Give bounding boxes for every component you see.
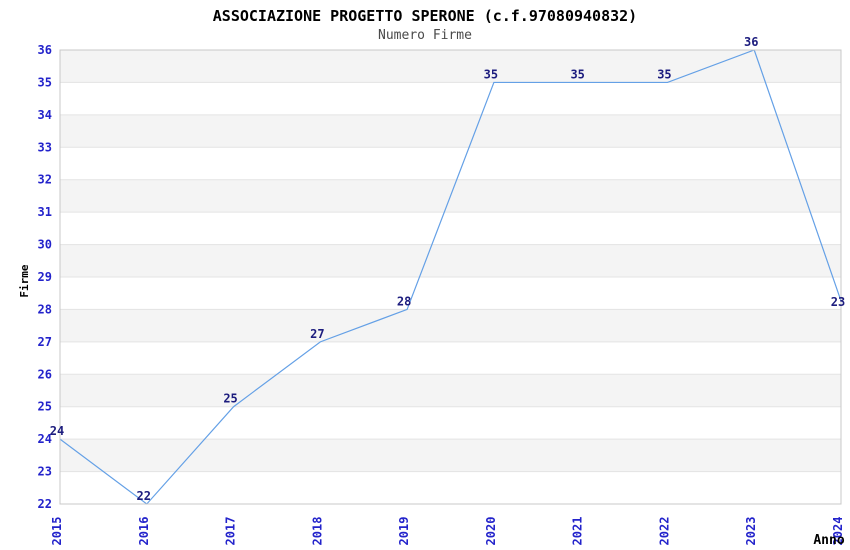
x-axis-title: Anno	[813, 533, 844, 548]
y-tick-label: 27	[38, 335, 52, 349]
chart-subtitle: Numero Firme	[378, 28, 472, 43]
y-tick-label: 30	[38, 238, 52, 252]
data-point-label: 23	[831, 295, 845, 309]
y-tick-label: 34	[38, 108, 52, 122]
data-point-label: 35	[484, 67, 498, 81]
plot-border-rect	[59, 49, 842, 505]
x-tick-label: 2023	[744, 517, 758, 546]
x-tick-label: 2019	[397, 517, 411, 546]
x-tick-label: 2018	[310, 517, 324, 546]
y-tick-label: 36	[38, 43, 52, 57]
plot-bands	[60, 50, 841, 472]
data-point-labels: 24 22 25 27 28 35 35 35 36 23	[50, 35, 845, 503]
x-tick-label: 2020	[484, 517, 498, 546]
data-point-label: 36	[744, 35, 758, 49]
x-tick-label: 2015	[50, 517, 64, 546]
data-point-label: 22	[137, 489, 151, 503]
data-point-label: 35	[657, 67, 671, 81]
x-tick-label: 2024	[831, 517, 845, 546]
plot-band	[60, 244, 841, 277]
y-tick-label: 23	[38, 465, 52, 479]
y-tick-label: 32	[38, 173, 52, 187]
y-tick-label: 25	[38, 400, 52, 414]
y-tick-label: 35	[38, 75, 52, 89]
y-tick-label: 29	[38, 270, 52, 284]
plot-band	[60, 114, 841, 148]
series-layer	[60, 50, 841, 505]
y-tick-label: 33	[38, 140, 52, 154]
y-tick-label: 31	[38, 205, 52, 219]
x-tick-label: 2021	[571, 517, 585, 546]
data-point-label: 24	[50, 424, 64, 438]
plot-band	[60, 50, 841, 83]
chart-title: ASSOCIAZIONE PROGETTO SPERONE (c.f.97080…	[212, 7, 638, 25]
y-tick-label: 26	[38, 367, 52, 381]
plot-band	[60, 439, 841, 472]
x-tick-label: 2016	[137, 517, 151, 546]
data-point-label: 35	[570, 67, 584, 81]
axis-tick-labels: 22 23 24 25 26 27 28 29 30 31 32 33 34 35 36 2015 2016 20…	[38, 43, 845, 545]
y-axis-title: Firme	[18, 264, 31, 297]
series-line	[60, 50, 841, 505]
y-tick-label: 28	[38, 302, 52, 316]
plot-band	[60, 309, 841, 342]
y-tick-label: 24	[38, 432, 52, 446]
x-tick-label: 2022	[657, 517, 671, 546]
plot-band	[60, 374, 841, 407]
data-point-label: 27	[310, 327, 324, 341]
data-point-label: 28	[397, 294, 411, 308]
x-tick-label: 2017	[224, 517, 238, 546]
data-point-label: 25	[223, 392, 237, 406]
plot-border	[59, 49, 842, 505]
y-tick-label: 22	[38, 497, 52, 511]
